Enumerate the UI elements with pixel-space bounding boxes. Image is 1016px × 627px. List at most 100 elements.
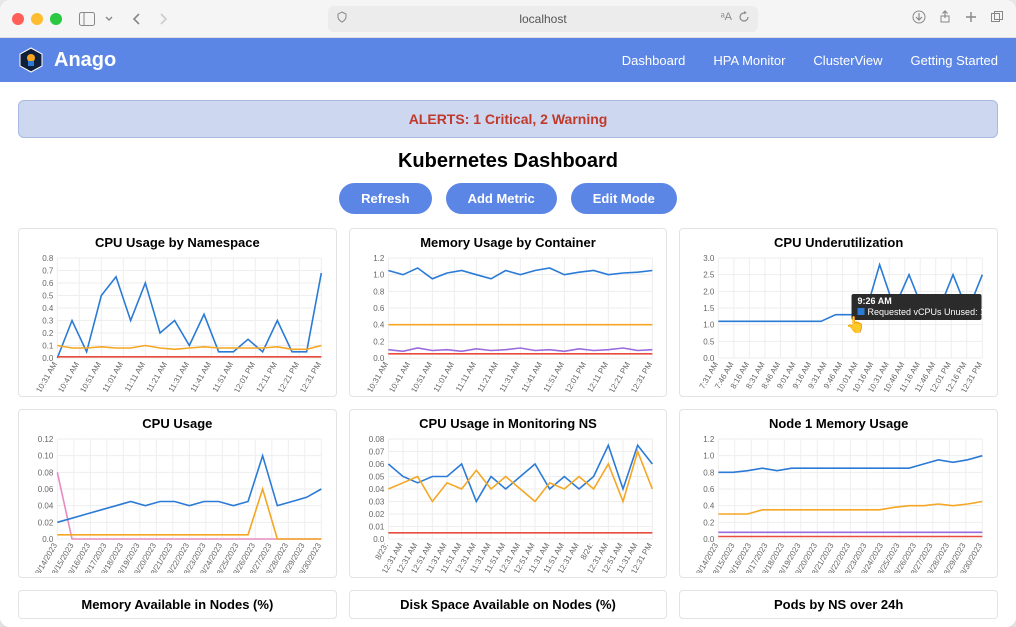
svg-text:0.04: 0.04 xyxy=(368,485,384,494)
reader-icon[interactable]: ᵃA xyxy=(721,11,732,26)
svg-text:10:31 AM: 10:31 AM xyxy=(34,360,59,392)
svg-text:11:41 AM: 11:41 AM xyxy=(189,360,214,392)
svg-text:11:01 AM: 11:01 AM xyxy=(101,360,126,392)
chart-svg[interactable]: 0.00.020.040.060.080.100.128/14/20238/15… xyxy=(27,433,328,573)
chart-card: Memory Usage by Container0.00.20.40.60.8… xyxy=(349,228,668,397)
minimize-window-button[interactable] xyxy=(31,13,43,25)
new-tab-icon[interactable] xyxy=(964,10,978,27)
svg-text:0.4: 0.4 xyxy=(42,304,54,313)
svg-text:10:51 AM: 10:51 AM xyxy=(409,360,434,392)
svg-text:0.08: 0.08 xyxy=(368,435,384,444)
maximize-window-button[interactable] xyxy=(50,13,62,25)
svg-text:11:11 AM: 11:11 AM xyxy=(123,360,147,392)
svg-text:2.5: 2.5 xyxy=(704,271,716,280)
alert-text: ALERTS: 1 Critical, 2 Warning xyxy=(409,111,608,127)
svg-text:12:11 PM: 12:11 PM xyxy=(254,360,279,392)
svg-text:0.6: 0.6 xyxy=(373,304,385,313)
back-button[interactable] xyxy=(126,8,148,30)
svg-text:0.01: 0.01 xyxy=(368,523,384,532)
chart-title: Disk Space Available on Nodes (%) xyxy=(358,597,659,612)
svg-text:2.0: 2.0 xyxy=(704,287,716,296)
page-content[interactable]: ALERTS: 1 Critical, 2 Warning Kubernetes… xyxy=(0,82,1016,627)
nav-clusterview[interactable]: ClusterView xyxy=(813,53,882,68)
svg-text:11:51 AM: 11:51 AM xyxy=(211,360,236,392)
chart-svg[interactable]: 0.00.010.020.030.040.050.060.070.088/23:… xyxy=(358,433,659,573)
tabs-overview-icon[interactable] xyxy=(990,10,1004,27)
chart-title: Node 1 Memory Usage xyxy=(688,416,989,431)
svg-text:11:51 AM: 11:51 AM xyxy=(541,360,566,392)
svg-text:0.5: 0.5 xyxy=(42,292,54,301)
chart-card: CPU Usage in Monitoring NS0.00.010.020.0… xyxy=(349,409,668,578)
address-bar[interactable]: localhost ᵃA xyxy=(328,6,758,32)
svg-text:1.0: 1.0 xyxy=(704,321,716,330)
chart-svg[interactable]: 0.00.20.40.60.81.01.28/14/20238/15/20238… xyxy=(688,433,989,573)
svg-text:0.8: 0.8 xyxy=(373,287,385,296)
add-metric-button[interactable]: Add Metric xyxy=(446,183,557,214)
chart-svg[interactable]: 0.00.20.40.60.81.01.210:31 AM10:41 AM10:… xyxy=(358,252,659,392)
svg-text:11:11 AM: 11:11 AM xyxy=(454,360,478,392)
svg-text:11:21 AM: 11:21 AM xyxy=(475,360,500,392)
svg-text:11:01 AM: 11:01 AM xyxy=(431,360,456,392)
chart-title: CPU Underutilization xyxy=(688,235,989,250)
svg-text:0.08: 0.08 xyxy=(38,468,54,477)
sidebar-toggle-icon[interactable] xyxy=(78,10,96,28)
svg-text:0.8: 0.8 xyxy=(704,468,716,477)
svg-text:12:21 PM: 12:21 PM xyxy=(607,360,632,392)
nav-hpa-monitor[interactable]: HPA Monitor xyxy=(713,53,785,68)
edit-mode-button[interactable]: Edit Mode xyxy=(571,183,677,214)
chart-title: Memory Usage by Container xyxy=(358,235,659,250)
forward-button[interactable] xyxy=(152,8,174,30)
close-window-button[interactable] xyxy=(12,13,24,25)
page-title: Kubernetes Dashboard xyxy=(18,150,998,173)
svg-text:0.6: 0.6 xyxy=(704,485,716,494)
svg-text:0.2: 0.2 xyxy=(704,518,716,527)
reload-icon[interactable] xyxy=(738,11,750,26)
svg-text:10:41 AM: 10:41 AM xyxy=(56,360,81,392)
svg-text:0.06: 0.06 xyxy=(368,460,384,469)
browser-titlebar: localhost ᵃA xyxy=(0,0,1016,38)
chart-card: Node 1 Memory Usage0.00.20.40.60.81.01.2… xyxy=(679,409,998,578)
share-icon[interactable] xyxy=(938,10,952,27)
downloads-icon[interactable] xyxy=(912,10,926,27)
refresh-button[interactable]: Refresh xyxy=(339,183,431,214)
main-nav: Dashboard HPA Monitor ClusterView Gettin… xyxy=(622,53,998,68)
svg-text:12:31 PM: 12:31 PM xyxy=(629,360,654,392)
svg-text:0.6: 0.6 xyxy=(42,279,54,288)
chart-title: CPU Usage by Namespace xyxy=(27,235,328,250)
svg-text:0.3: 0.3 xyxy=(42,317,54,326)
svg-text:0.1: 0.1 xyxy=(42,342,54,351)
svg-text:11:31 AM: 11:31 AM xyxy=(167,360,192,392)
svg-text:1.2: 1.2 xyxy=(704,435,716,444)
svg-text:0.4: 0.4 xyxy=(373,321,385,330)
svg-text:11:31 AM: 11:31 AM xyxy=(497,360,522,392)
chart-grid: CPU Usage by Namespace0.00.10.20.30.40.5… xyxy=(18,228,998,619)
svg-text:12:31 PM: 12:31 PM xyxy=(298,360,323,392)
svg-text:3.0: 3.0 xyxy=(704,254,716,263)
svg-text:0.12: 0.12 xyxy=(38,435,54,444)
chevron-down-icon[interactable] xyxy=(104,10,114,28)
brand-name: Anago xyxy=(54,49,116,72)
browser-window: localhost ᵃA Anago Dashboard HPA Monitor xyxy=(0,0,1016,627)
svg-text:0.5: 0.5 xyxy=(704,337,716,346)
chart-title: CPU Usage xyxy=(27,416,328,431)
nav-getting-started[interactable]: Getting Started xyxy=(911,53,998,68)
chart-title: Memory Available in Nodes (%) xyxy=(27,597,328,612)
nav-dashboard[interactable]: Dashboard xyxy=(622,53,686,68)
chart-card: Memory Available in Nodes (%) xyxy=(18,590,337,619)
svg-text:11:41 AM: 11:41 AM xyxy=(519,360,544,392)
svg-text:1.5: 1.5 xyxy=(704,304,716,313)
chart-card: CPU Usage 0.00.020.040.060.080.100.128/14… xyxy=(18,409,337,578)
svg-text:12:01 PM: 12:01 PM xyxy=(563,360,588,392)
brand[interactable]: Anago xyxy=(18,47,116,73)
chart-svg[interactable]: 0.00.10.20.30.40.50.60.70.810:31 AM10:41… xyxy=(27,252,328,392)
svg-text:12:11 PM: 12:11 PM xyxy=(585,360,610,392)
chart-title: CPU Usage in Monitoring NS xyxy=(358,416,659,431)
svg-text:0.05: 0.05 xyxy=(368,473,384,482)
svg-text:11:21 AM: 11:21 AM xyxy=(145,360,170,392)
alert-banner[interactable]: ALERTS: 1 Critical, 2 Warning xyxy=(18,100,998,138)
chart-card: CPU Usage by Namespace0.00.10.20.30.40.5… xyxy=(18,228,337,397)
chart-card: Disk Space Available on Nodes (%) xyxy=(349,590,668,619)
svg-text:0.4: 0.4 xyxy=(704,502,716,511)
chart-svg[interactable]: 0.00.51.01.52.02.53.07:31 AM7:46 AM8:16 … xyxy=(688,252,989,392)
privacy-shield-icon[interactable] xyxy=(336,11,348,26)
